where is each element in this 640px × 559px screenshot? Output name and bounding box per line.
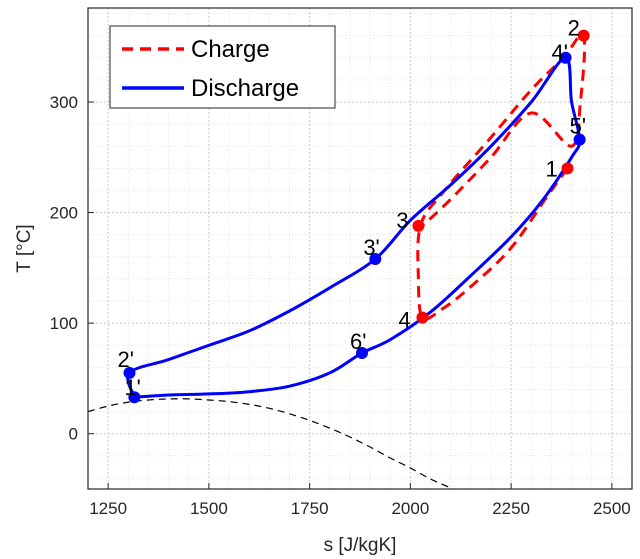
x-tick-label: 1750 <box>291 499 329 518</box>
marker-label: 5' <box>570 114 586 139</box>
x-tick-label: 1500 <box>190 499 228 518</box>
marker-label: 2' <box>118 347 134 372</box>
legend-label-charge: Charge <box>191 36 270 63</box>
x-tick-label: 2250 <box>492 499 530 518</box>
marker-label: 4' <box>552 40 568 65</box>
reference-curve-line <box>88 398 455 489</box>
marker-point-5p <box>573 133 586 146</box>
marker-point-4 <box>416 311 429 324</box>
marker-group: 1 2 3 4 1' 2' 3' 4' 5' 6' <box>118 16 590 404</box>
y-tick-label: 300 <box>50 93 78 112</box>
plot-frame <box>87 7 633 490</box>
legend: Charge Discharge <box>109 25 336 109</box>
marker-point-1p <box>128 391 141 404</box>
y-tick-label: 200 <box>50 204 78 223</box>
marker-label: 6' <box>350 329 366 354</box>
x-tick-label: 2000 <box>391 499 429 518</box>
series-group <box>126 32 587 399</box>
x-tick-label: 1250 <box>89 499 127 518</box>
marker-point-1 <box>561 162 574 175</box>
marker-point-3p <box>369 253 382 266</box>
marker-point-3 <box>412 219 425 232</box>
marker-point-2 <box>577 29 590 42</box>
marker-label: 3' <box>363 235 379 260</box>
y-axis-label: T [°C] <box>14 224 35 272</box>
marker-label: 1' <box>124 375 140 400</box>
marker-label: 4 <box>398 308 410 333</box>
legend-box <box>109 25 336 109</box>
y-tick-label: 100 <box>50 314 78 333</box>
x-axis-label: s [J/kgK] <box>324 535 397 556</box>
reference-curve <box>88 398 455 489</box>
series-line-charge <box>416 32 587 321</box>
x-tick-label: 2500 <box>593 499 631 518</box>
marker-point-4p <box>559 51 572 64</box>
marker-label: 3 <box>396 208 408 233</box>
y-tick-label: 0 <box>69 425 78 444</box>
marker-point-2p <box>123 366 136 379</box>
series-line-discharge <box>126 56 582 399</box>
marker-label: 1 <box>546 156 558 181</box>
marker-label: 2 <box>568 16 580 41</box>
legend-label-discharge: Discharge <box>191 75 299 102</box>
marker-point-6p <box>356 346 369 359</box>
axis-ticks: 1250 1500 1750 2000 2250 2500 0 100 200 300 <box>50 93 631 518</box>
